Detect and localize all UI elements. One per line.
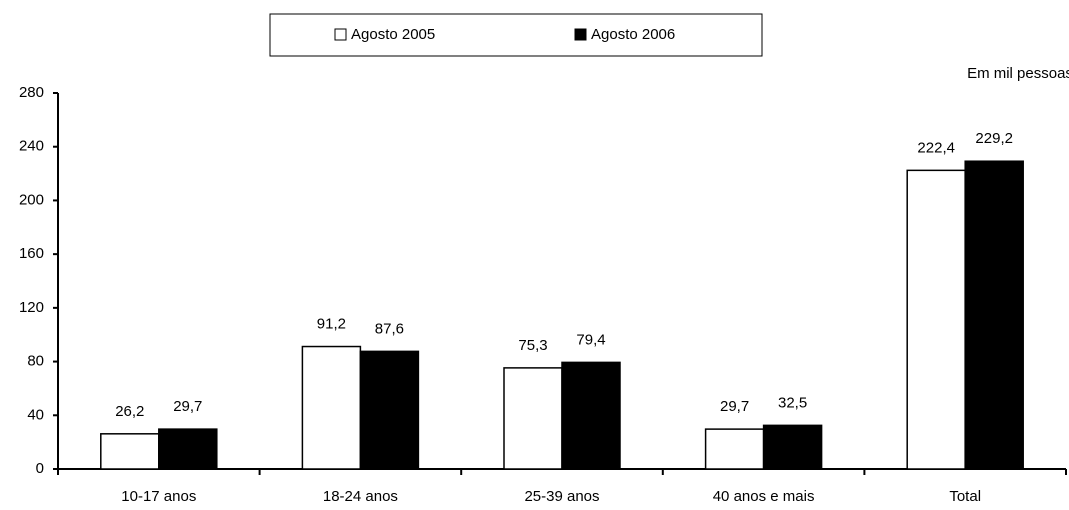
unit-note: Em mil pessoas xyxy=(967,65,1069,82)
bar xyxy=(906,169,966,470)
value-label: 79,4 xyxy=(576,331,605,348)
legend-label: Agosto 2006 xyxy=(591,26,675,43)
bar xyxy=(100,433,160,470)
bar xyxy=(359,350,420,470)
bar xyxy=(503,367,563,470)
value-label: 29,7 xyxy=(720,398,749,415)
value-label: 229,2 xyxy=(975,130,1013,147)
x-tick-label: 10-17 anos xyxy=(121,488,196,505)
bar xyxy=(561,361,621,470)
bar xyxy=(964,160,1024,470)
value-label: 75,3 xyxy=(518,337,547,354)
legend-swatch xyxy=(574,28,587,41)
x-tick-label: 25-39 anos xyxy=(524,488,599,505)
x-tick-label: 40 anos e mais xyxy=(713,488,815,505)
y-tick-label: 280 xyxy=(19,84,44,101)
y-tick-label: 40 xyxy=(27,406,44,423)
value-label: 26,2 xyxy=(115,403,144,420)
y-tick-label: 200 xyxy=(19,191,44,208)
y-tick-label: 160 xyxy=(19,245,44,262)
y-tick-label: 0 xyxy=(36,460,44,477)
bar xyxy=(704,428,765,470)
bar xyxy=(158,428,218,470)
y-tick-label: 240 xyxy=(19,138,44,155)
y-tick-label: 80 xyxy=(27,353,44,370)
bar xyxy=(301,345,362,470)
value-label: 29,7 xyxy=(173,398,202,415)
x-tick-label: 18-24 anos xyxy=(323,488,398,505)
x-tick-label: Total xyxy=(949,488,981,505)
y-tick-label: 120 xyxy=(19,299,44,316)
value-label: 32,5 xyxy=(778,394,807,411)
legend-box xyxy=(269,13,763,57)
legend-swatch xyxy=(334,28,347,41)
value-label: 222,4 xyxy=(917,139,955,156)
value-label: 87,6 xyxy=(375,320,404,337)
bar xyxy=(762,424,823,470)
legend-label: Agosto 2005 xyxy=(351,26,435,43)
value-label: 91,2 xyxy=(317,316,346,333)
